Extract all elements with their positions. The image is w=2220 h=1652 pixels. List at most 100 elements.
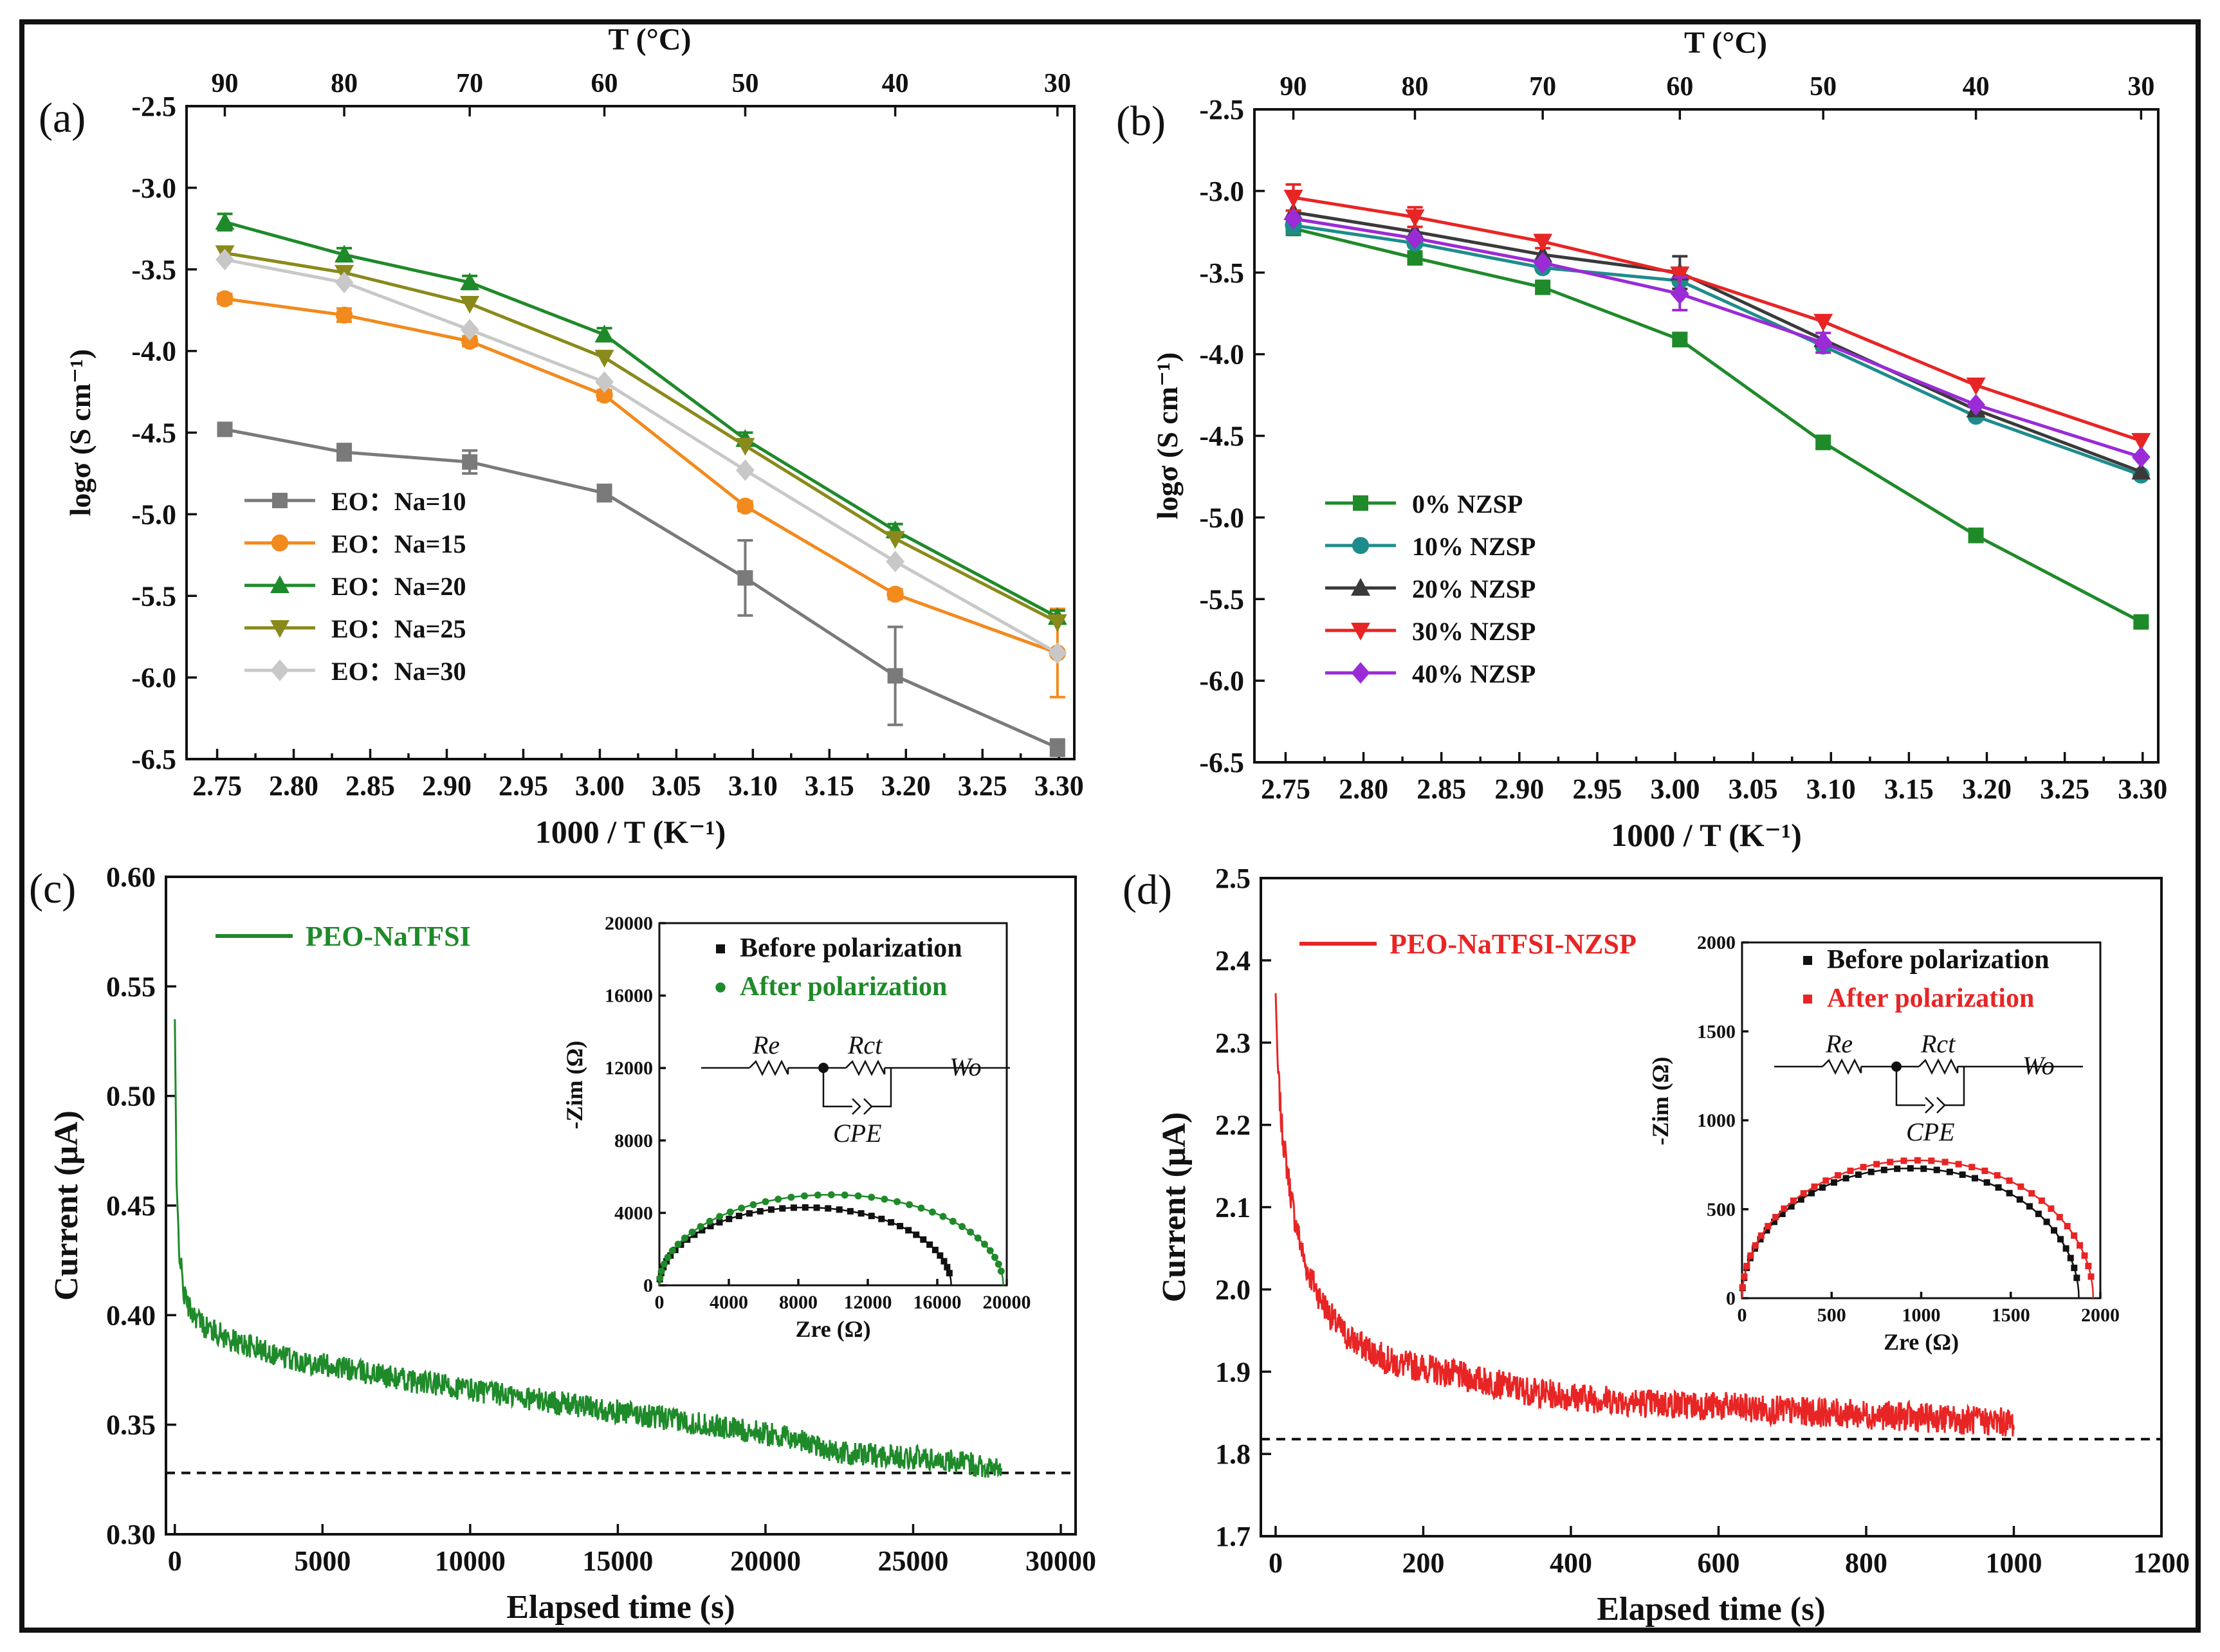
- inset-data-point: [1900, 1157, 1907, 1164]
- y-axis-title: logσ (S cm⁻¹): [1151, 353, 1184, 520]
- inset-data-point: [1757, 1236, 1764, 1243]
- inset-data-point: [2081, 1252, 2088, 1259]
- data-point: [216, 248, 234, 271]
- inset-data-point: [657, 1267, 665, 1275]
- x-tick-label: 3.00: [1651, 773, 1700, 805]
- inset-data-point: [802, 1204, 809, 1211]
- inset-data-point: [1971, 1175, 1978, 1182]
- inset-data-point: [2006, 1177, 2013, 1184]
- inset-data-point: [688, 1228, 696, 1236]
- x-tick-label: 15000: [582, 1545, 653, 1577]
- inset-data-point: [1739, 1284, 1746, 1291]
- inset-data-point: [2043, 1218, 2050, 1225]
- top-tick-label: 70: [456, 69, 483, 98]
- legend-label: PEO-NaTFSI: [306, 921, 471, 952]
- inset-data-point: [1867, 1168, 1875, 1175]
- x-tick-label: 2.75: [1261, 773, 1310, 805]
- inset-y-tick-label: 1000: [1697, 1110, 1736, 1132]
- inset-data-point: [854, 1192, 862, 1200]
- inset-data-point: [991, 1254, 999, 1262]
- x-tick-label: 10000: [435, 1545, 506, 1577]
- y-tick-label: 2.5: [1215, 863, 1251, 894]
- inset-data-point: [2077, 1242, 2084, 1249]
- inset-data-point: [1894, 1165, 1901, 1172]
- inset-data-point: [959, 1223, 966, 1231]
- x-tick-label: 3.20: [1962, 773, 2012, 805]
- circuit-label-wo: Wo: [2023, 1051, 2055, 1080]
- inset-data-point: [1855, 1171, 1862, 1179]
- top-tick-label: 40: [882, 69, 909, 98]
- y-tick-label: -5.0: [131, 499, 176, 530]
- panel-c: (c) 0 5000 10000 15000 20000 25000 30000 0.30 0.3…: [29, 861, 1096, 1626]
- circuit-cpe: [852, 1098, 861, 1115]
- y-tick-label: 0.30: [106, 1519, 156, 1550]
- inset-data-point: [841, 1191, 849, 1199]
- inset-data-point: [1819, 1184, 1826, 1191]
- inset-data-point: [1770, 1218, 1777, 1225]
- inset-data-point: [2064, 1223, 2071, 1230]
- y-tick-label: -3.0: [1199, 176, 1244, 207]
- inset-data-point: [1995, 1184, 2002, 1191]
- inset-y-tick-label: 0: [1726, 1288, 1736, 1309]
- y-tick-label: 1.7: [1215, 1521, 1251, 1552]
- panel-label: (b): [1116, 98, 1166, 145]
- inset-data-point: [2048, 1205, 2055, 1212]
- x-tick-label: 200: [1402, 1547, 1444, 1579]
- top-tick-label: 90: [1280, 72, 1307, 102]
- inset-data-point: [749, 1201, 757, 1209]
- inset-x-tick-label: 4000: [710, 1292, 748, 1313]
- figure-frame: [19, 19, 2201, 1633]
- inset-data-point: [800, 1192, 808, 1200]
- inset-frame: [658, 922, 1008, 1287]
- legend-marker: [270, 620, 289, 638]
- inset-data-point: [1983, 1179, 1990, 1186]
- inset-data-point: [1741, 1273, 1748, 1280]
- inset-data-point: [2057, 1236, 2064, 1243]
- data-point: [335, 271, 354, 293]
- x-tick-label: 3.05: [652, 770, 701, 802]
- x-tick-label: 1000: [1985, 1547, 2042, 1579]
- inset-data-point: [1880, 1166, 1887, 1173]
- inset-data-point: [674, 1240, 682, 1248]
- circuit-wire: [1895, 1067, 1925, 1106]
- inset-x-tick-label: 12000: [844, 1292, 892, 1313]
- inset-x-tick-label: 16000: [913, 1292, 962, 1313]
- inset-legend-label: After polarization: [1827, 984, 2034, 1013]
- inset-data-point: [699, 1227, 706, 1234]
- data-point: [336, 444, 353, 460]
- inset-y-tick-label: 0: [643, 1275, 653, 1296]
- legend-marker: [270, 575, 289, 593]
- panel-label: (d): [1123, 867, 1172, 913]
- inset-data-point: [1772, 1214, 1779, 1221]
- inset-data-point: [894, 1198, 901, 1206]
- x-tick-label: 2.95: [499, 770, 548, 802]
- inset-legend-label: Before polarization: [1827, 945, 2050, 975]
- data-point: [1533, 234, 1553, 252]
- inset-data-point: [2085, 1262, 2092, 1269]
- x-tick-label: 2.80: [269, 770, 318, 802]
- circuit-resistor-re: [1822, 1058, 1862, 1075]
- inset-data-point: [2017, 1183, 2024, 1190]
- legend-marker: [1351, 578, 1370, 596]
- inset-y-tick-label: 4000: [614, 1202, 653, 1224]
- data-point: [1815, 434, 1831, 450]
- inset-data-point: [1830, 1179, 1837, 1186]
- y-tick-label: 1.9: [1215, 1356, 1251, 1388]
- inset-data-point: [2035, 1210, 2042, 1217]
- data-point: [2133, 614, 2149, 630]
- x-tick-label: 2.85: [345, 770, 395, 802]
- inset-data-point: [1811, 1183, 1818, 1190]
- panel-label: (c): [29, 865, 76, 912]
- inset-data-point: [1860, 1164, 1867, 1171]
- y-tick-label: 0.50: [106, 1081, 156, 1112]
- circuit-resistor-rct: [845, 1060, 886, 1076]
- inset-data-point: [917, 1204, 925, 1212]
- inset-data-point: [1928, 1157, 1935, 1164]
- x-tick-label: 1200: [2133, 1547, 2190, 1579]
- legend-marker: [1353, 495, 1368, 511]
- data-point: [1533, 252, 1552, 274]
- inset-data-point: [1946, 1168, 1953, 1175]
- data-point: [1283, 190, 1303, 208]
- x-tick-label: 3.10: [728, 770, 778, 802]
- x-axis-title: 1000 / T (K⁻¹): [535, 814, 726, 850]
